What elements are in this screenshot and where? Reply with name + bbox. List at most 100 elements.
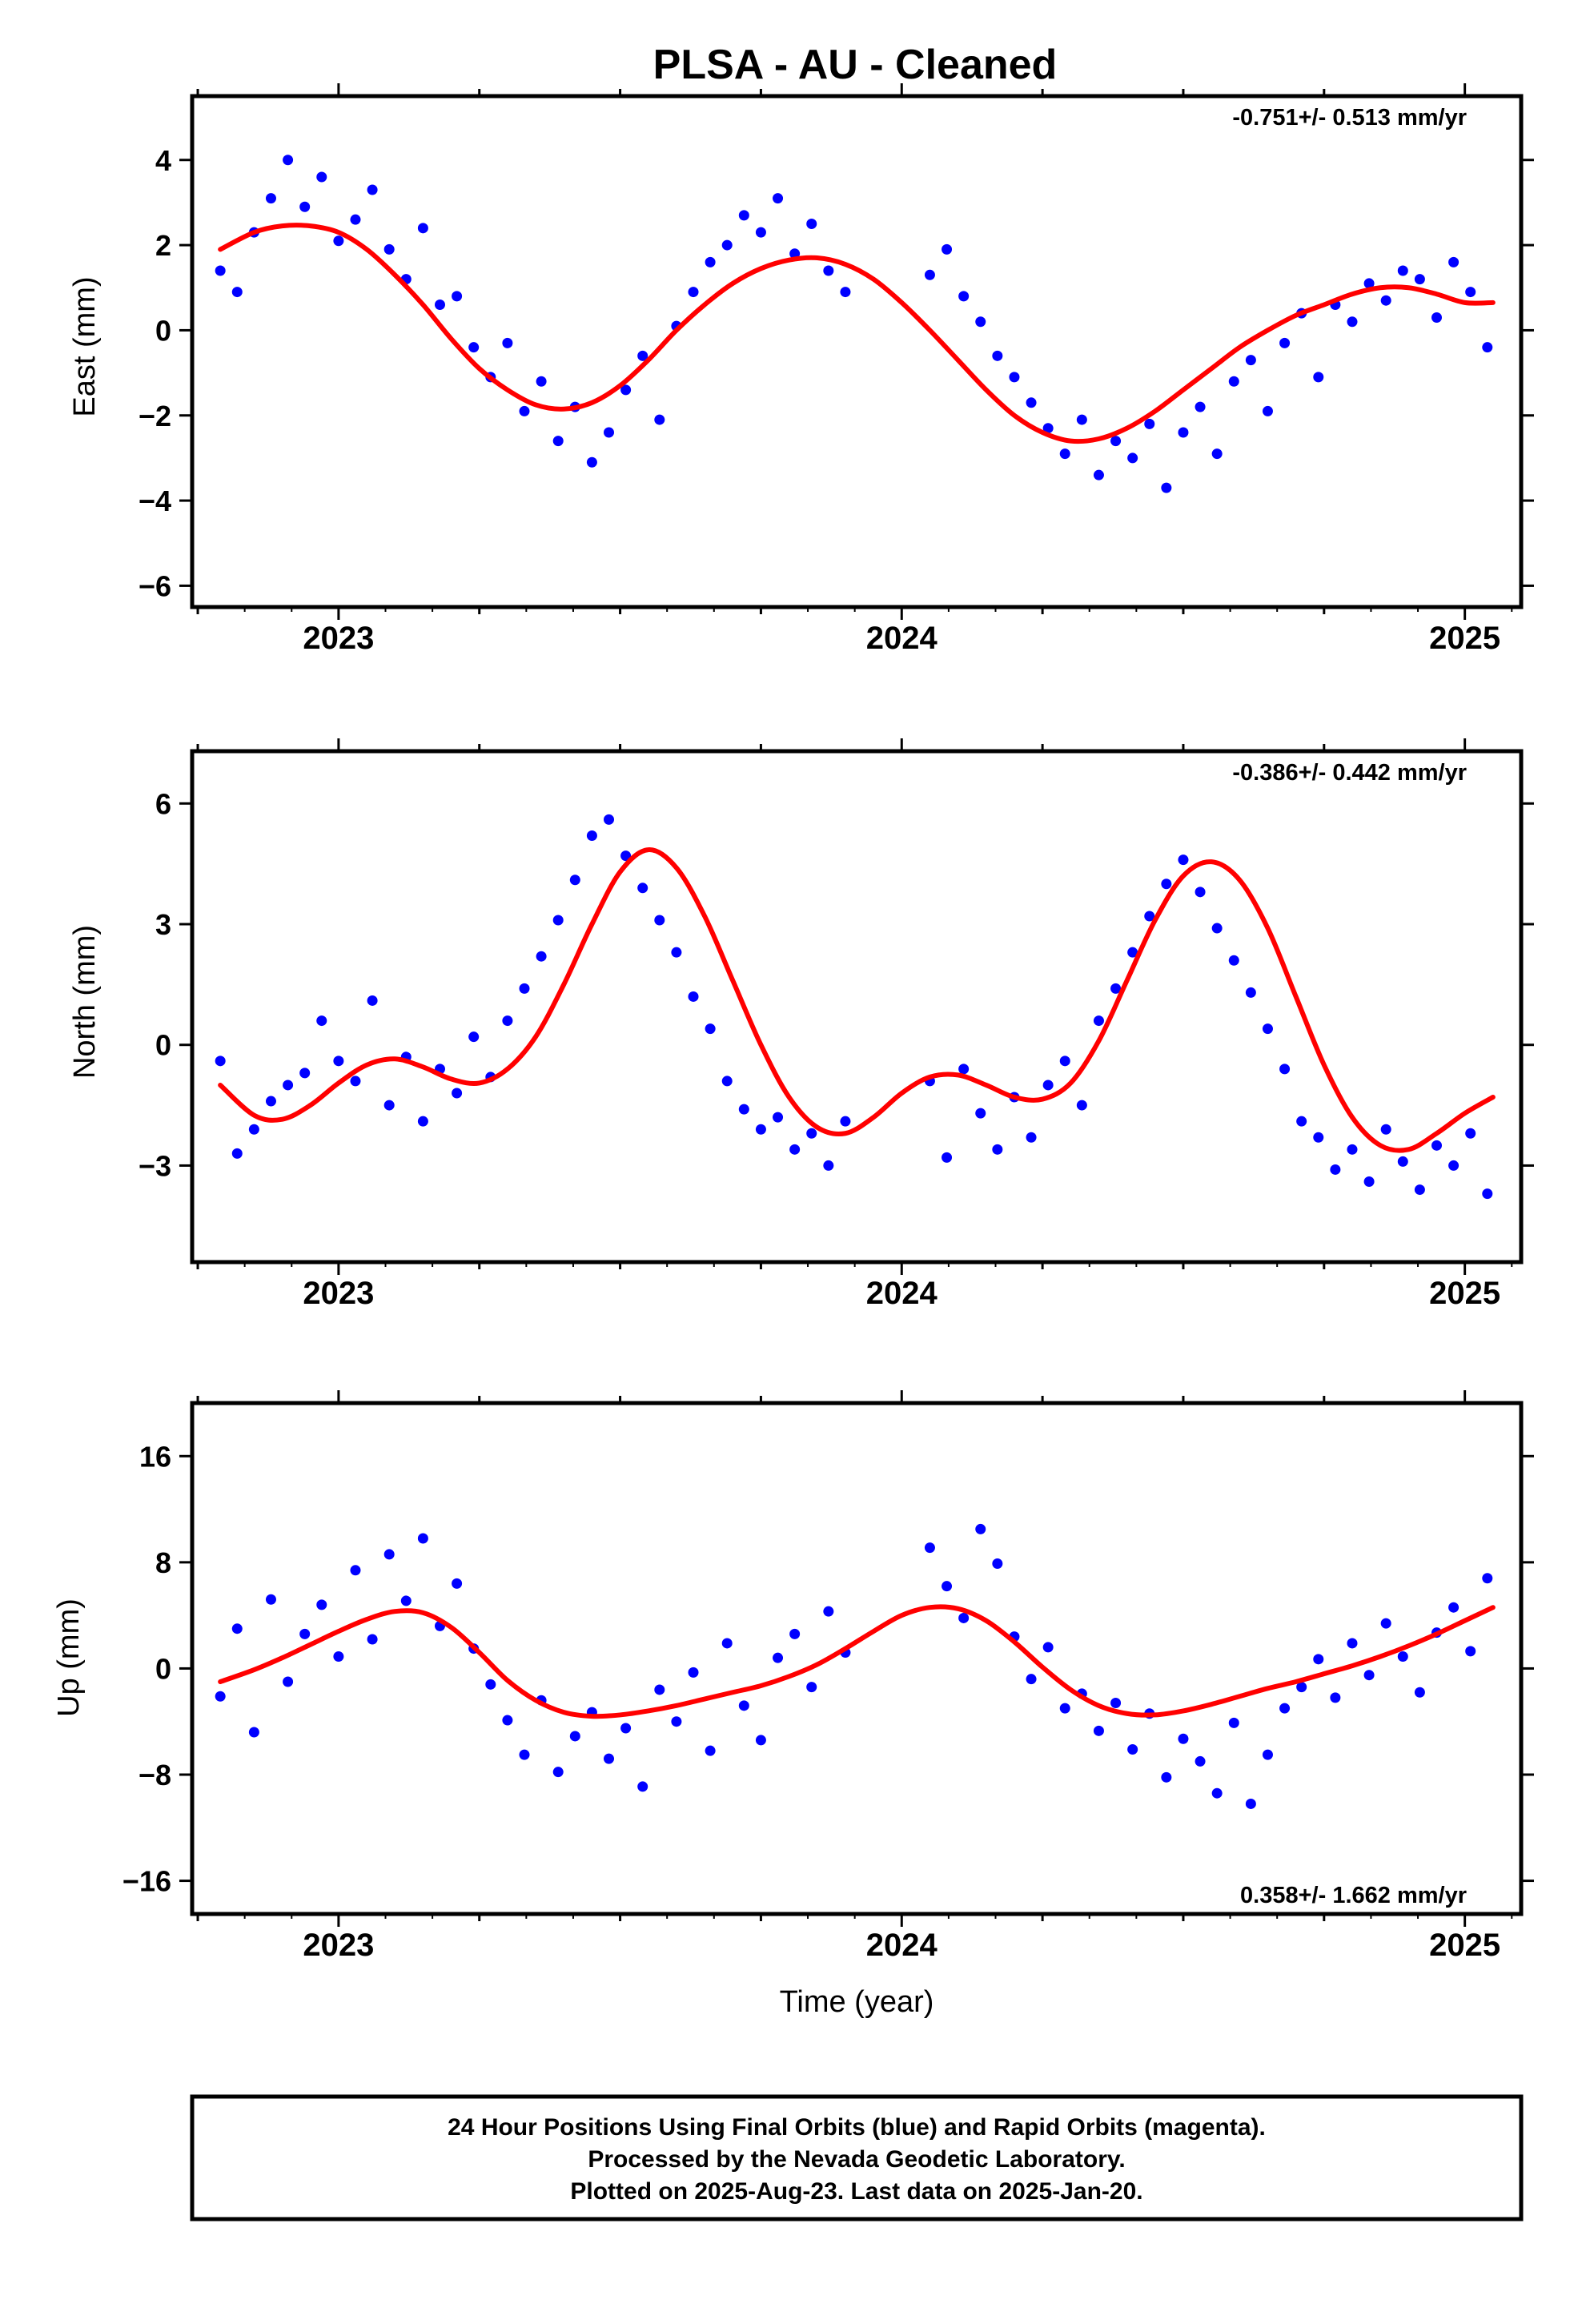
up-data-point <box>1279 1703 1291 1714</box>
north-data-point <box>1026 1132 1037 1143</box>
east-data-point <box>637 350 648 361</box>
up-data-point <box>1262 1749 1273 1760</box>
up-y-tick-label: 8 <box>155 1546 171 1579</box>
east-data-point <box>1245 355 1256 366</box>
north-data-point <box>1161 879 1172 890</box>
up-y-tick-label: −16 <box>122 1865 171 1898</box>
east-data-point <box>468 342 480 353</box>
east-data-point <box>316 171 327 183</box>
north-y-tick-label: 3 <box>155 908 171 941</box>
up-data-point <box>1059 1703 1070 1714</box>
north-data-point <box>1262 1023 1273 1035</box>
east-data-point <box>975 316 986 328</box>
east-data-point <box>350 214 361 225</box>
east-data-point <box>1127 452 1138 464</box>
north-data-point <box>1076 1100 1087 1111</box>
east-data-point <box>215 265 226 276</box>
north-data-point <box>958 1063 970 1075</box>
east-x-tick-label: 2023 <box>303 621 374 656</box>
up-data-point <box>569 1731 580 1742</box>
north-data-point <box>350 1076 361 1087</box>
up-data-point <box>265 1594 276 1605</box>
north-data-point <box>231 1148 243 1159</box>
east-y-axis-label: East (mm) <box>68 276 102 416</box>
east-data-point <box>1363 278 1375 289</box>
footer-frame <box>190 2094 1524 2221</box>
east-data-point <box>1093 469 1104 480</box>
north-y-tick-label: −3 <box>139 1149 171 1182</box>
north-data-point <box>502 1015 513 1027</box>
north-plot-frame <box>190 749 1524 1265</box>
east-data-point <box>1313 372 1324 383</box>
north-data-point <box>1059 1055 1070 1067</box>
east-data-point <box>333 235 344 247</box>
north-data-point <box>1245 987 1256 998</box>
x-axis-label: Time (year) <box>780 1985 934 2019</box>
east-data-point <box>1059 448 1070 460</box>
north-data-point <box>316 1015 327 1027</box>
north-data-point <box>1380 1124 1391 1135</box>
north-data-point <box>1431 1140 1442 1151</box>
north-data-point <box>654 915 665 926</box>
east-data-point <box>1228 376 1239 387</box>
up-data-point <box>1211 1787 1223 1799</box>
up-data-point <box>806 1682 817 1693</box>
north-data-point <box>604 814 615 825</box>
north-data-point <box>789 1144 801 1155</box>
north-data-point <box>1127 947 1138 958</box>
east-data-point <box>265 193 276 204</box>
east-data-point <box>283 155 294 166</box>
up-data-point <box>1414 1687 1425 1698</box>
north-data-point <box>552 915 564 926</box>
up-data-point <box>1127 1744 1138 1755</box>
north-model-curve <box>218 847 1496 1153</box>
east-data-point <box>806 219 817 229</box>
up-data-point <box>1482 1573 1493 1584</box>
east-data-point <box>604 427 615 438</box>
up-plot-frame <box>190 1401 1524 1916</box>
north-data-point <box>823 1160 834 1171</box>
up-data-point <box>231 1623 243 1634</box>
east-data-point <box>1009 372 1020 383</box>
up-data-point <box>1448 1602 1460 1613</box>
north-data-point <box>417 1116 428 1127</box>
up-data-point <box>671 1716 682 1727</box>
north-data-point <box>215 1055 226 1067</box>
north-data-point <box>283 1080 294 1091</box>
east-data-point <box>942 243 953 255</box>
up-data-point <box>502 1715 513 1726</box>
east-data-point <box>1110 436 1122 447</box>
up-data-point <box>1026 1674 1037 1685</box>
north-data-point <box>1347 1144 1358 1155</box>
up-data-point <box>485 1679 496 1690</box>
north-data-point <box>1279 1063 1291 1075</box>
east-data-point <box>1042 423 1054 434</box>
east-data-point <box>1211 448 1223 460</box>
up-data-point <box>1347 1638 1358 1649</box>
north-data-point <box>1228 955 1239 966</box>
east-rate-label: -0.751+/- 0.513 mm/yr <box>1232 105 1467 131</box>
east-data-point <box>620 384 632 396</box>
east-x-tick-label: 2024 <box>866 621 938 656</box>
up-data-point <box>1380 1618 1391 1629</box>
up-data-point <box>400 1595 412 1606</box>
east-data-point <box>536 376 547 387</box>
footer-line-1: 24 Hour Positions Using Final Orbits (bl… <box>448 2114 1266 2141</box>
north-panel: -0.386+/- 0.442 mm/yr North (mm) 2023 202… <box>68 738 1534 1311</box>
east-data-point <box>773 193 784 204</box>
north-data-point <box>333 1055 344 1067</box>
east-data-point <box>1178 427 1189 438</box>
east-data-point <box>519 405 530 416</box>
east-data-point <box>452 291 463 302</box>
east-data-point <box>1026 397 1037 408</box>
north-data-point <box>773 1112 784 1123</box>
north-data-point <box>1465 1128 1476 1139</box>
east-data-point <box>1380 295 1391 306</box>
east-y-tick-label: −6 <box>139 569 171 602</box>
north-data-point <box>1313 1132 1324 1143</box>
up-data-point <box>1330 1692 1341 1703</box>
up-data-point <box>215 1691 226 1702</box>
up-data-point <box>654 1684 665 1695</box>
north-data-point <box>637 883 648 894</box>
up-data-point <box>552 1767 564 1778</box>
